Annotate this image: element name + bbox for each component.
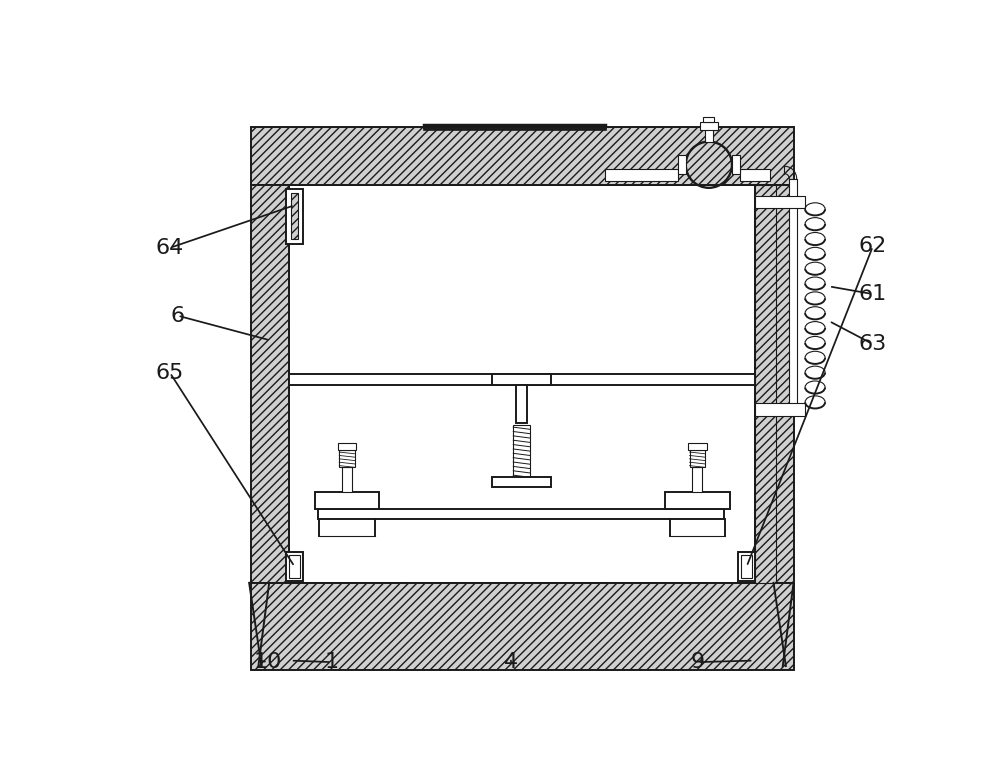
Bar bbox=[665, 492, 730, 509]
Bar bbox=[705, 127, 713, 142]
Bar bbox=[289, 185, 755, 583]
Bar bbox=[424, 124, 605, 128]
Text: 10: 10 bbox=[253, 652, 282, 672]
Bar bbox=[516, 385, 527, 423]
Bar bbox=[740, 169, 770, 181]
Bar bbox=[251, 583, 794, 670]
Text: 62: 62 bbox=[859, 237, 887, 256]
Bar bbox=[755, 195, 805, 208]
Bar bbox=[755, 404, 805, 416]
Bar bbox=[251, 185, 289, 583]
Bar bbox=[688, 443, 707, 450]
Bar bbox=[755, 185, 794, 583]
Bar bbox=[732, 156, 740, 174]
Bar bbox=[513, 425, 530, 478]
Bar bbox=[289, 374, 755, 385]
Bar bbox=[492, 374, 551, 385]
Bar bbox=[291, 193, 298, 240]
Bar bbox=[318, 509, 724, 519]
Bar bbox=[251, 127, 794, 185]
Bar bbox=[789, 179, 797, 414]
Bar bbox=[678, 156, 686, 174]
Text: 61: 61 bbox=[859, 284, 887, 304]
Bar bbox=[492, 478, 551, 487]
Bar bbox=[338, 443, 356, 450]
Text: 63: 63 bbox=[859, 334, 887, 354]
Text: 1: 1 bbox=[324, 652, 339, 672]
Bar bbox=[690, 450, 705, 467]
Bar bbox=[342, 467, 352, 492]
Bar bbox=[315, 492, 379, 509]
Bar bbox=[741, 555, 752, 578]
Text: 9: 9 bbox=[690, 652, 704, 672]
Text: 64: 64 bbox=[156, 238, 184, 258]
Text: 6: 6 bbox=[170, 306, 185, 326]
Text: 4: 4 bbox=[504, 652, 518, 672]
Bar bbox=[755, 185, 776, 583]
Bar bbox=[605, 169, 678, 181]
Bar bbox=[692, 467, 702, 492]
Bar bbox=[286, 188, 303, 244]
Bar bbox=[289, 555, 300, 578]
Bar bbox=[738, 552, 755, 581]
Text: 65: 65 bbox=[156, 362, 184, 382]
Bar bbox=[286, 552, 303, 581]
Bar bbox=[703, 117, 714, 122]
Bar bbox=[700, 122, 718, 130]
Bar bbox=[339, 450, 355, 467]
